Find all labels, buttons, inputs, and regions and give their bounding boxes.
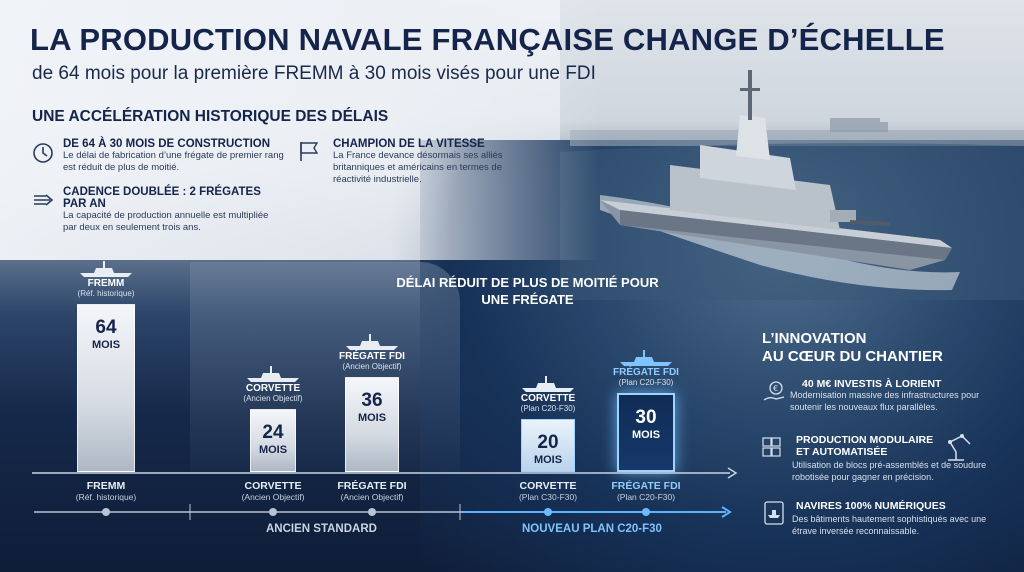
innovation-heading: PRODUCTION MODULAIRE [796,434,934,446]
old-standard-label: ANCIEN STANDARD [266,523,377,535]
tablet-ship-icon [764,501,784,525]
chart-bar: 64 MOIS [77,303,135,472]
axis-category-note: (Ancien Objectif) [241,492,305,502]
bar-value: 36 [361,390,383,412]
innovation-text: Utilisation de blocs pré-assemblés et de… [792,460,987,482]
bar-value: 64 [95,316,117,338]
innovation-heading: 40 M€ INVESTIS À LORIENT [802,378,942,390]
bar-top-label: CORVETTE (Plan C20-F30) [498,393,598,413]
axis-category-note: (Réf. historique) [75,492,137,502]
frigate-illustration [560,70,1024,300]
ship-silhouette-icon [80,260,132,277]
new-plan-label: NOUVEAU PLAN C20-F30 [522,523,662,535]
bar-top-label-name: FRÉGATE FDI [613,367,679,379]
fact-doubled-cadence: CADENCE DOUBLÉE : 2 FRÉGATES PAR AN La c… [32,186,282,234]
innovation-title-line: AU CŒUR DU CHANTIER [762,348,943,365]
bar-top-label: FREMM (Réf. historique) [56,278,156,298]
axis-category-name: FRÉGATE FDI [337,480,407,492]
page-subtitle: de 64 mois pour la première FREMM à 30 m… [32,63,596,84]
axis-category-name: FRÉGATE FDI [611,480,681,492]
modular-robot-icon [762,437,781,457]
innovation-heading: NAVIRES 100% NUMÉRIQUES [796,500,946,512]
bar-unit: MOIS [533,454,563,467]
bar-top-label-note: (Ancien Objectif) [243,393,303,403]
svg-text:€: € [773,384,778,393]
innovation-item-investment: € 40 M€ INVESTIS À LORIENT Modernisation… [762,378,1002,413]
innovation-heading: ET AUTOMATISÉE [796,446,888,458]
axis-category-label: FREMM (Réf. historique) [51,480,161,502]
bar-top-label: FRÉGATE FDI (Plan C20-F30) [596,367,696,387]
fact-heading: CHAMPION DE LA VITESSE [333,138,485,150]
bar-top-label-name: CORVETTE [245,382,301,394]
speed-arrows-icon [34,194,54,206]
flag-icon [300,142,319,161]
axis-category-label: CORVETTE (Plan C30-F30) [493,480,603,502]
bar-value: 30 [635,407,657,429]
chart-baseline [32,467,738,479]
axis-category-label: FRÉGATE FDI (Ancien Objectif) [317,480,427,502]
ship-silhouette-icon [522,376,574,393]
axis-category-name: CORVETTE [519,480,577,492]
fact-construction-time: DE 64 À 30 MOIS DE CONSTRUCTION Le délai… [32,138,292,174]
axis-category-name: CORVETTE [244,480,302,492]
bar-unit: MOIS [631,429,661,442]
ship-silhouette-icon [620,350,672,367]
fact-text: Le délai de fabrication d’une frégate de… [63,150,284,173]
old-standard-panel [190,262,460,472]
fact-text: La capacité de production annuelle est m… [63,210,269,233]
axis-category-name: FREMM [86,480,126,492]
axis-category-label: CORVETTE (Ancien Objectif) [218,480,328,502]
fact-speed-champion: CHAMPION DE LA VITESSE La France devance… [298,138,538,186]
bar-top-label-name: FREMM [87,277,125,289]
chart-bar: 24 MOIS [250,408,296,472]
bar-top-label-name: CORVETTE [520,393,576,405]
bar-value: 20 [537,432,559,454]
bar-unit: MOIS [357,412,387,425]
bar-top-label-note: (Réf. historique) [77,288,135,298]
clock-icon [33,143,53,163]
axis-category-label: FRÉGATE FDI (Plan C20-F30) [591,480,701,502]
chart-bar: 30 MOIS [617,393,675,472]
page-title: LA PRODUCTION NAVALE FRANÇAISE CHANGE D’… [30,22,945,57]
chart-bar: 20 MOIS [521,419,575,472]
chart-bar: 36 MOIS [345,377,399,472]
ship-silhouette-icon [346,334,398,351]
bar-value: 24 [262,421,284,443]
innovation-title-line: L’INNOVATION [762,330,867,347]
bar-top-label-name: FRÉGATE FDI [339,351,405,363]
ship-silhouette-icon [247,365,299,382]
innovation-text: Modernisation massive des infrastructure… [790,390,980,412]
acceleration-section-title: UNE ACCÉLÉRATION HISTORIQUE DES DÉLAIS [32,108,389,125]
fact-text: La France devance désormais ses alliés b… [333,150,503,185]
innovation-item-digital: NAVIRES 100% NUMÉRIQUES Des bâtiments ha… [762,500,1002,537]
fact-heading: CADENCE DOUBLÉE : 2 FRÉGATES PAR AN [63,186,261,210]
header-backdrop [0,0,600,260]
axis-category-note: (Plan C30-F30) [518,492,578,502]
innovation-item-modular: PRODUCTION MODULAIRE ET AUTOMATISÉE Util… [762,434,1002,483]
bar-top-label: CORVETTE (Ancien Objectif) [223,383,323,403]
axis-category-note: (Plan C20-F30) [616,492,676,502]
euro-hand-icon: € [763,381,785,401]
bar-top-label-note: (Ancien Objectif) [342,362,402,372]
innovation-title: L’INNOVATION AU CŒUR DU CHANTIER [762,330,943,366]
bar-unit: MOIS [258,443,288,456]
bar-unit: MOIS [91,338,121,351]
bar-top-label-note: (Plan C20-F30) [618,378,674,388]
sky-background [560,0,1024,150]
fact-heading: DE 64 À 30 MOIS DE CONSTRUCTION [63,138,271,150]
innovation-text: Des bâtiments hautement sophistiqués ave… [792,514,987,536]
timeline [34,504,732,520]
axis-category-note: (Ancien Objectif) [340,492,404,502]
bar-top-label: FRÉGATE FDI (Ancien Objectif) [322,351,422,371]
chart-headline: DÉLAI RÉDUIT DE PLUS DE MOITIÉ POUR UNE … [396,275,659,307]
bar-top-label-note: (Plan C20-F30) [520,404,576,414]
robot-arm-icon [948,434,971,461]
